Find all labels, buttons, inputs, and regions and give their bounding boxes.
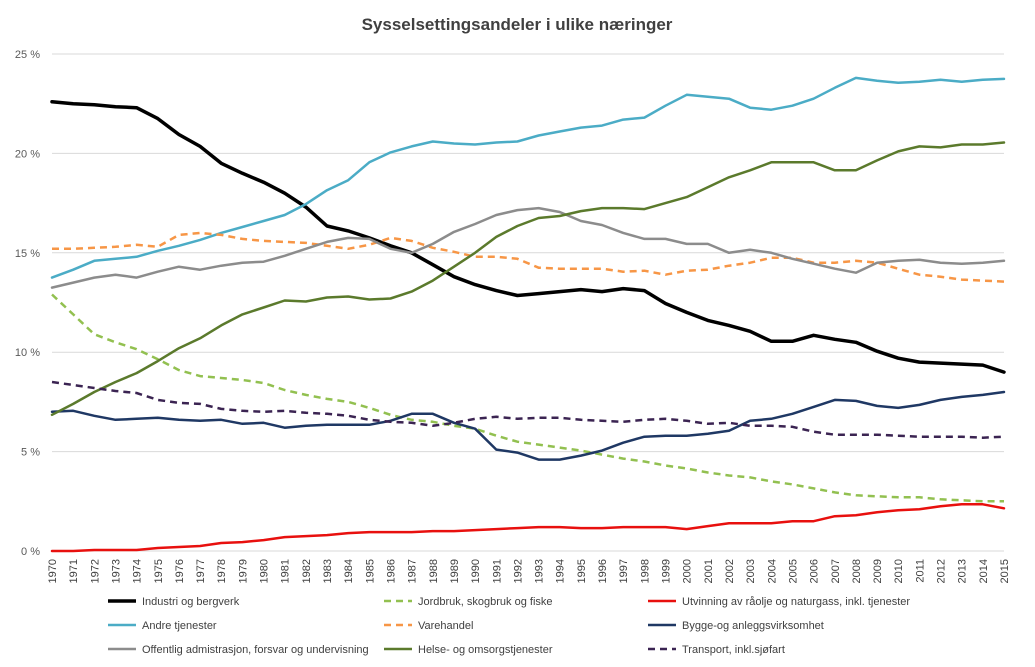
x-tick-label: 1976 <box>174 559 186 583</box>
x-tick-label: 1970 <box>47 559 59 583</box>
legend-label: Andre tjenester <box>142 620 217 632</box>
series-line <box>50 390 1006 461</box>
x-tick-label: 1993 <box>534 559 546 583</box>
legend-label: Transport, inkl.sjøfart <box>682 644 785 656</box>
y-axis: 0 % 5 % 10 % 15 % 20 % 25 % <box>15 49 40 558</box>
x-tick-label: 2003 <box>745 559 757 583</box>
y-tick-label: 10 % <box>15 347 40 359</box>
x-tick-label: 1982 <box>301 559 313 583</box>
x-tick-label: 1975 <box>153 559 165 583</box>
y-tick-label: 0 % <box>21 546 40 558</box>
chart-title: Sysselsettingsandeler i ulike næringer <box>362 15 673 34</box>
x-tick-label: 1972 <box>89 559 101 583</box>
x-tick-label: 1994 <box>555 559 567 583</box>
series-line <box>50 206 1006 289</box>
x-tick-label: 1996 <box>597 559 609 583</box>
x-tick-label: 1988 <box>428 559 440 583</box>
legend-label: Utvinning av råolje og naturgass, inkl. … <box>682 596 910 608</box>
series-line <box>51 380 1005 439</box>
x-tick-label: 1991 <box>491 559 503 583</box>
x-tick-label: 2006 <box>809 559 821 583</box>
legend-label: Jordbruk, skogbruk og fiske <box>418 596 553 608</box>
series-line <box>50 76 1006 279</box>
x-tick-label: 2002 <box>724 559 736 583</box>
x-tick-label: 1990 <box>470 559 482 583</box>
y-tick-label: 25 % <box>15 49 40 61</box>
series-lines <box>50 76 1006 553</box>
legend-label: Industri og bergverk <box>142 596 240 608</box>
x-tick-label: 1984 <box>343 559 355 583</box>
x-tick-label: 1989 <box>449 559 461 583</box>
y-tick-label: 15 % <box>15 248 40 260</box>
x-tick-label: 2004 <box>766 559 778 583</box>
x-tick-label: 1998 <box>639 559 651 583</box>
x-tick-label: 1979 <box>237 559 249 583</box>
x-tick-label: 1985 <box>364 559 376 583</box>
legend: Industri og bergverk Jordbruk, skogbruk o… <box>108 596 910 656</box>
x-tick-label: 1999 <box>661 559 673 583</box>
x-tick-label: 1977 <box>195 559 207 583</box>
x-tick-label: 2009 <box>872 559 884 583</box>
x-tick-label: 2000 <box>682 559 694 583</box>
x-tick-label: 1995 <box>576 559 588 583</box>
x-tick-label: 2010 <box>893 559 905 583</box>
series-line <box>50 503 1006 553</box>
x-tick-label: 2005 <box>787 559 799 583</box>
x-tick-label: 1973 <box>110 559 122 583</box>
y-tick-label: 20 % <box>15 148 40 160</box>
x-tick-label: 2013 <box>957 559 969 583</box>
x-tick-label: 1971 <box>68 559 80 583</box>
x-tick-label: 1983 <box>322 559 334 583</box>
series-line <box>51 293 1004 503</box>
x-tick-label: 2008 <box>851 559 863 583</box>
x-tick-label: 1978 <box>216 559 228 583</box>
legend-label: Varehandel <box>418 620 473 632</box>
grid-lines <box>52 53 1004 552</box>
x-tick-label: 2015 <box>999 559 1011 583</box>
x-tick-label: 1987 <box>407 559 419 583</box>
series-line <box>50 141 1006 417</box>
x-tick-label: 2007 <box>830 559 842 583</box>
x-tick-label: 1981 <box>280 559 292 583</box>
x-tick-label: 1997 <box>618 559 630 583</box>
x-tick-label: 2014 <box>978 559 990 583</box>
x-tick-label: 2001 <box>703 559 715 583</box>
x-tick-label: 1974 <box>132 559 144 583</box>
x-tick-label: 1992 <box>512 559 524 583</box>
x-tick-label: 2012 <box>936 559 948 583</box>
y-tick-label: 5 % <box>21 447 40 459</box>
x-tick-label: 1980 <box>259 559 271 583</box>
x-tick-label: 2011 <box>914 559 926 583</box>
series-line <box>50 99 1006 374</box>
series-line <box>52 231 1005 283</box>
x-tick-label: 1986 <box>385 559 397 583</box>
legend-label: Offentlig admistrasjon, forsvar og under… <box>142 644 369 656</box>
legend-label: Helse- og omsorgstjenester <box>418 644 553 656</box>
x-axis: 1970 1971 1972 1973 1974 1975 1976 1977 1978 1979… <box>47 559 1011 583</box>
legend-label: Bygge-og anleggsvirksomhet <box>682 620 824 632</box>
